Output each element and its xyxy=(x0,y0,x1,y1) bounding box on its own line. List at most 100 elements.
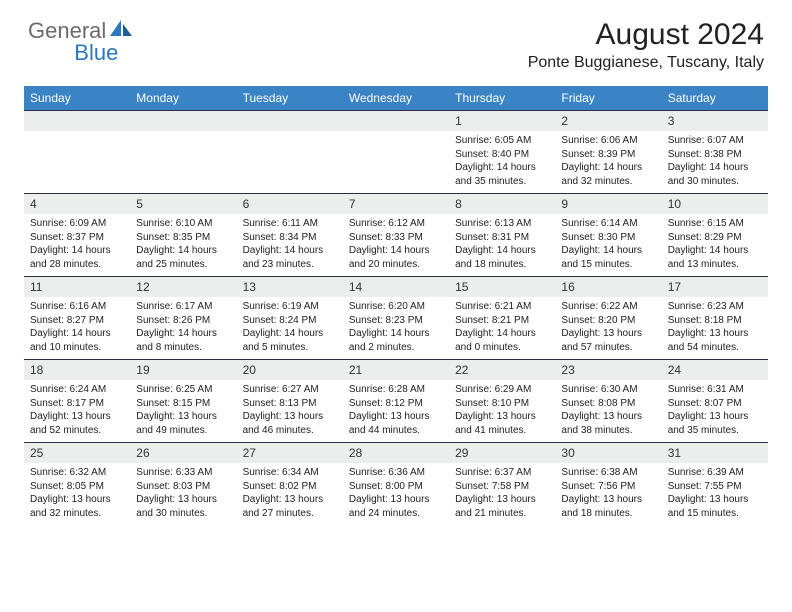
day2-text: and 10 minutes. xyxy=(30,341,124,355)
day1-text: Daylight: 13 hours xyxy=(561,410,655,424)
sunset-text: Sunset: 7:58 PM xyxy=(455,480,549,494)
day-number: 12 xyxy=(130,277,236,298)
day-number-row: 45678910 xyxy=(24,194,768,215)
day-info: Sunrise: 6:06 AMSunset: 8:39 PMDaylight:… xyxy=(555,131,661,194)
weekday-header: Wednesday xyxy=(343,86,449,111)
weekday-header: Friday xyxy=(555,86,661,111)
day-info: Sunrise: 6:20 AMSunset: 8:23 PMDaylight:… xyxy=(343,297,449,360)
day-number: 6 xyxy=(237,194,343,215)
weekday-header: Monday xyxy=(130,86,236,111)
day1-text: Daylight: 13 hours xyxy=(668,493,762,507)
sunrise-text: Sunrise: 6:11 AM xyxy=(243,217,337,231)
day1-text: Daylight: 14 hours xyxy=(30,327,124,341)
day-info: Sunrise: 6:25 AMSunset: 8:15 PMDaylight:… xyxy=(130,380,236,443)
day-info xyxy=(343,131,449,194)
sunset-text: Sunset: 8:27 PM xyxy=(30,314,124,328)
day2-text: and 21 minutes. xyxy=(455,507,549,521)
day1-text: Daylight: 14 hours xyxy=(30,244,124,258)
day2-text: and 8 minutes. xyxy=(136,341,230,355)
day-number: 30 xyxy=(555,443,661,464)
day-info: Sunrise: 6:14 AMSunset: 8:30 PMDaylight:… xyxy=(555,214,661,277)
day2-text: and 35 minutes. xyxy=(668,424,762,438)
logo-sail-icon xyxy=(108,18,134,38)
day1-text: Daylight: 14 hours xyxy=(136,244,230,258)
day1-text: Daylight: 13 hours xyxy=(243,410,337,424)
day2-text: and 23 minutes. xyxy=(243,258,337,272)
sunrise-text: Sunrise: 6:09 AM xyxy=(30,217,124,231)
day-info: Sunrise: 6:27 AMSunset: 8:13 PMDaylight:… xyxy=(237,380,343,443)
day2-text: and 52 minutes. xyxy=(30,424,124,438)
day-number: 28 xyxy=(343,443,449,464)
day2-text: and 2 minutes. xyxy=(349,341,443,355)
sunset-text: Sunset: 8:17 PM xyxy=(30,397,124,411)
day-info: Sunrise: 6:22 AMSunset: 8:20 PMDaylight:… xyxy=(555,297,661,360)
day2-text: and 15 minutes. xyxy=(668,507,762,521)
day-info-row: Sunrise: 6:05 AMSunset: 8:40 PMDaylight:… xyxy=(24,131,768,194)
weekday-header: Saturday xyxy=(662,86,768,111)
sunset-text: Sunset: 8:00 PM xyxy=(349,480,443,494)
title-block: August 2024 Ponte Buggianese, Tuscany, I… xyxy=(528,18,764,72)
day1-text: Daylight: 13 hours xyxy=(349,410,443,424)
day1-text: Daylight: 13 hours xyxy=(561,327,655,341)
sunrise-text: Sunrise: 6:24 AM xyxy=(30,383,124,397)
sunset-text: Sunset: 8:40 PM xyxy=(455,148,549,162)
sunrise-text: Sunrise: 6:22 AM xyxy=(561,300,655,314)
day-number: 13 xyxy=(237,277,343,298)
sunset-text: Sunset: 8:08 PM xyxy=(561,397,655,411)
day2-text: and 15 minutes. xyxy=(561,258,655,272)
day1-text: Daylight: 14 hours xyxy=(243,327,337,341)
sunrise-text: Sunrise: 6:33 AM xyxy=(136,466,230,480)
day1-text: Daylight: 14 hours xyxy=(455,161,549,175)
day2-text: and 28 minutes. xyxy=(30,258,124,272)
day-info xyxy=(237,131,343,194)
day-info: Sunrise: 6:17 AMSunset: 8:26 PMDaylight:… xyxy=(130,297,236,360)
sunrise-text: Sunrise: 6:19 AM xyxy=(243,300,337,314)
day-number: 2 xyxy=(555,111,661,132)
sunset-text: Sunset: 8:05 PM xyxy=(30,480,124,494)
sunset-text: Sunset: 8:30 PM xyxy=(561,231,655,245)
sunset-text: Sunset: 8:13 PM xyxy=(243,397,337,411)
sunset-text: Sunset: 8:31 PM xyxy=(455,231,549,245)
day2-text: and 0 minutes. xyxy=(455,341,549,355)
day2-text: and 5 minutes. xyxy=(243,341,337,355)
weekday-header: Sunday xyxy=(24,86,130,111)
day1-text: Daylight: 14 hours xyxy=(668,244,762,258)
day-number: 4 xyxy=(24,194,130,215)
day-number: 9 xyxy=(555,194,661,215)
day-info-row: Sunrise: 6:16 AMSunset: 8:27 PMDaylight:… xyxy=(24,297,768,360)
day-number: 15 xyxy=(449,277,555,298)
day1-text: Daylight: 13 hours xyxy=(243,493,337,507)
sunrise-text: Sunrise: 6:32 AM xyxy=(30,466,124,480)
day2-text: and 49 minutes. xyxy=(136,424,230,438)
day1-text: Daylight: 13 hours xyxy=(349,493,443,507)
day2-text: and 30 minutes. xyxy=(136,507,230,521)
sunset-text: Sunset: 8:24 PM xyxy=(243,314,337,328)
day2-text: and 20 minutes. xyxy=(349,258,443,272)
day-info: Sunrise: 6:37 AMSunset: 7:58 PMDaylight:… xyxy=(449,463,555,525)
day-number: 16 xyxy=(555,277,661,298)
day-number: 23 xyxy=(555,360,661,381)
day-info: Sunrise: 6:34 AMSunset: 8:02 PMDaylight:… xyxy=(237,463,343,525)
day2-text: and 18 minutes. xyxy=(561,507,655,521)
day-info: Sunrise: 6:11 AMSunset: 8:34 PMDaylight:… xyxy=(237,214,343,277)
day2-text: and 25 minutes. xyxy=(136,258,230,272)
day2-text: and 41 minutes. xyxy=(455,424,549,438)
day-number-row: 18192021222324 xyxy=(24,360,768,381)
sunset-text: Sunset: 8:12 PM xyxy=(349,397,443,411)
day-number: 7 xyxy=(343,194,449,215)
sunrise-text: Sunrise: 6:14 AM xyxy=(561,217,655,231)
day2-text: and 38 minutes. xyxy=(561,424,655,438)
sunrise-text: Sunrise: 6:37 AM xyxy=(455,466,549,480)
page-title: August 2024 xyxy=(528,18,764,52)
logo-text-blue: Blue xyxy=(74,40,118,66)
day-number: 19 xyxy=(130,360,236,381)
day-info-row: Sunrise: 6:24 AMSunset: 8:17 PM Daylight:… xyxy=(24,380,768,443)
day1-text: Daylight: 14 hours xyxy=(668,161,762,175)
sunrise-text: Sunrise: 6:25 AM xyxy=(136,383,230,397)
sunrise-text: Sunrise: 6:27 AM xyxy=(243,383,337,397)
sunrise-text: Sunrise: 6:13 AM xyxy=(455,217,549,231)
sunset-text: Sunset: 8:07 PM xyxy=(668,397,762,411)
sunset-text: Sunset: 8:37 PM xyxy=(30,231,124,245)
day2-text: and 44 minutes. xyxy=(349,424,443,438)
day-info: Sunrise: 6:21 AMSunset: 8:21 PMDaylight:… xyxy=(449,297,555,360)
